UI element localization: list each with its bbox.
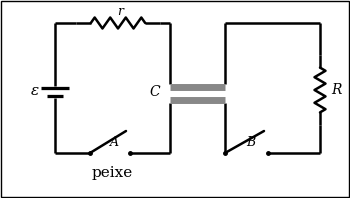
- Text: C: C: [150, 85, 160, 99]
- Text: ε: ε: [31, 84, 39, 98]
- Text: A: A: [110, 136, 119, 149]
- Text: peixe: peixe: [92, 166, 133, 180]
- Text: R: R: [331, 83, 341, 97]
- Text: r: r: [117, 5, 123, 17]
- Text: B: B: [246, 136, 255, 149]
